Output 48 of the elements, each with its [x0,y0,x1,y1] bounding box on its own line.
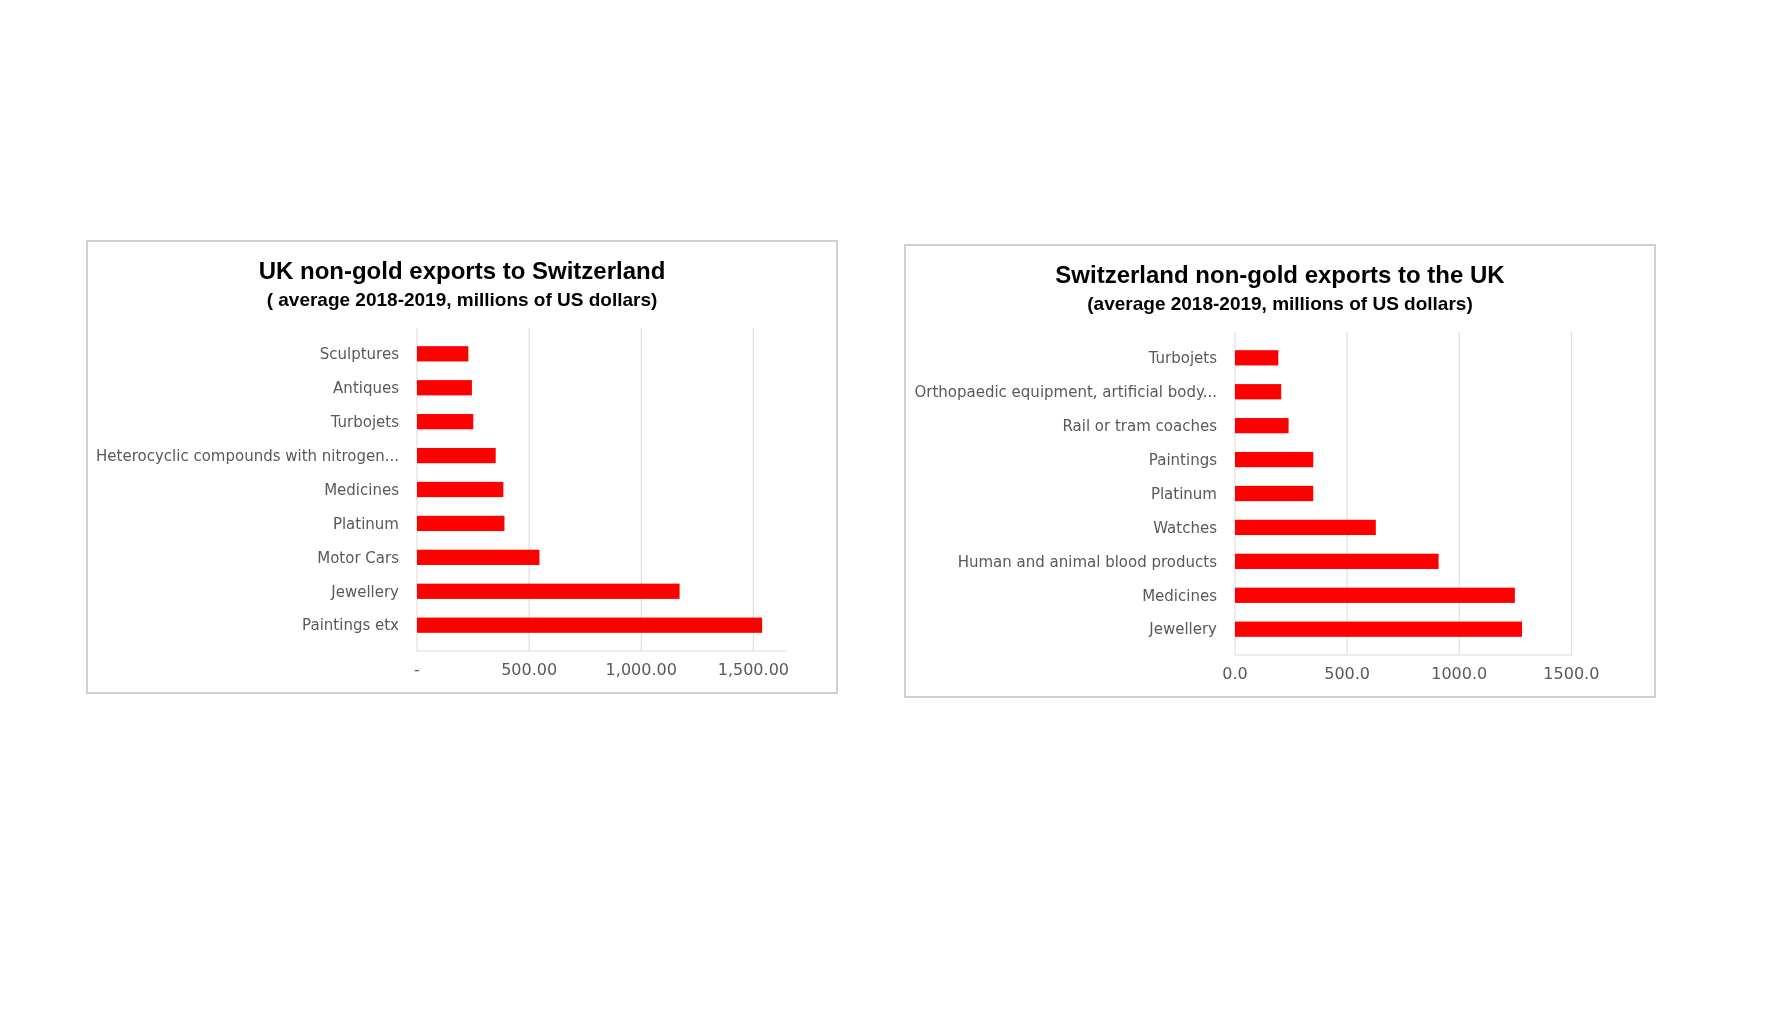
y-tick-label: Jewellery [330,582,400,601]
x-tick-label: - [414,660,420,679]
y-tick-label: Platinum [1150,484,1217,503]
x-tick-label: 1000.0 [1431,664,1488,683]
y-tick-label: Paintings etx [302,616,400,635]
chart-subtitle: (average 2018-2019, millions of US dollars) [1087,293,1473,314]
x-tick-label: 500.0 [1324,664,1371,683]
bar [1235,384,1282,400]
chart-title: Switzerland non-gold exports to the UK [1055,261,1506,288]
y-tick-label: Human and animal blood products [957,552,1218,571]
y-tick-label: Antiques [333,378,400,397]
bar [1235,587,1515,603]
y-tick-label: Watches [1153,518,1218,537]
chart-title: UK non-gold exports to Switzerland [258,257,666,284]
bar [1235,519,1376,536]
bar [417,481,504,498]
bar [1235,418,1289,434]
bar [417,414,474,430]
x-tick-label: 0.0 [1222,664,1248,683]
chart-subtitle: ( average 2018-2019, millions of US dollars) [266,289,658,310]
x-tick-label: 500.00 [501,660,558,679]
y-tick-label: Turbojets [1147,349,1218,368]
y-tick-label: Medicines [324,480,400,499]
x-tick-label: 1500.0 [1543,664,1600,683]
y-tick-label: Platinum [332,514,399,533]
y-tick-label: Motor Cars [317,548,400,567]
y-tick-label: Sculptures [319,345,400,364]
y-tick-label: Orthopaedic equipment, artificial body... [914,382,1217,401]
bar [417,447,496,464]
bar [1235,485,1314,502]
bar [1235,350,1279,366]
y-tick-label: Heterocyclic compounds with nitrogen... [96,446,399,465]
y-tick-label: Rail or tram coaches [1062,416,1218,435]
y-tick-label: Paintings [1148,450,1218,469]
y-tick-label: Jewellery [1148,620,1218,639]
bar [417,583,680,599]
x-tick-label: 1,500.00 [717,660,789,679]
bar [417,380,472,396]
bar [1235,621,1523,637]
bar [417,617,763,633]
bar [417,346,469,362]
bar [1235,451,1314,468]
bar [1235,553,1439,569]
y-tick-label: Turbojets [329,412,400,431]
bar [417,515,505,532]
bar [417,549,540,565]
x-tick-label: 1,000.00 [605,660,677,679]
y-tick-label: Medicines [1142,586,1218,605]
